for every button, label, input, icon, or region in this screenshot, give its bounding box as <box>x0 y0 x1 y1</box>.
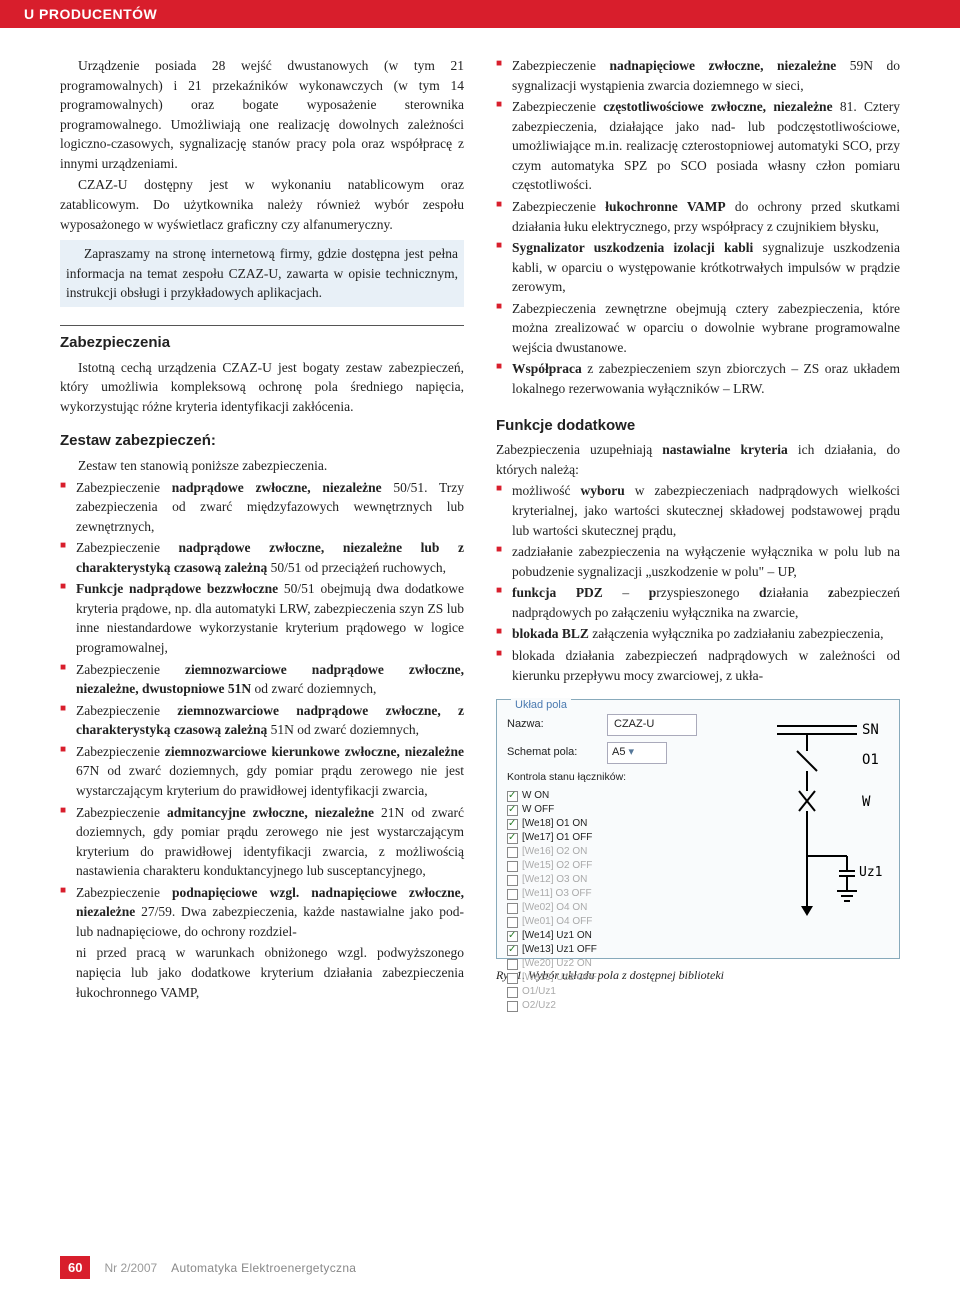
paragraph: Urządzenie posiada 28 wejść dwustanowych… <box>60 56 464 173</box>
single-line-diagram: SN O1 W Uz1 <box>737 716 887 916</box>
heading-funkcje: Funkcje dodatkowe <box>496 415 900 437</box>
checkbox-label: [We18] O1 ON <box>522 817 587 831</box>
list-item: blokada działania zabezpieczeń nadprądow… <box>496 646 900 685</box>
paragraph: Zestaw ten stanowią poniższe zabezpiecze… <box>60 456 464 476</box>
checkbox-icon <box>507 987 518 998</box>
checkbox-row[interactable]: O2/Uz2 <box>507 999 889 1013</box>
list-item: blokada BLZ załączenia wyłącznika po zad… <box>496 624 900 644</box>
checkbox-icon <box>507 1001 518 1012</box>
checkbox-label: [We12] O3 ON <box>522 873 587 887</box>
protection-list-2: Zabezpieczenie nadnapięciowe zwłoczne, n… <box>496 56 900 399</box>
page-number: 60 <box>60 1256 90 1279</box>
figure-panel: Układ pola Nazwa: CZAZ-U Schemat pola: A… <box>496 699 900 959</box>
checkbox-icon <box>507 791 518 802</box>
figure-1: Układ pola Nazwa: CZAZ-U Schemat pola: A… <box>496 699 900 984</box>
journal-title: Automatyka Elektroenergetyczna <box>171 1261 356 1275</box>
checkbox-row[interactable]: [We19] Uz2 OFF <box>507 971 889 985</box>
list-item: Zabezpieczenie admitancyjne zwłoczne, ni… <box>60 803 464 881</box>
checkbox-icon <box>507 819 518 830</box>
list-item: Zabezpieczenie ziemnozwarciowe nadprądow… <box>60 660 464 699</box>
list-item: funkcja PDZ – przyspieszonego działania … <box>496 583 900 622</box>
checkbox-label: [We17] O1 OFF <box>522 831 592 845</box>
svg-text:O1: O1 <box>862 752 879 768</box>
checkbox-row[interactable]: [We20] Uz2 ON <box>507 957 889 971</box>
checkbox-row[interactable]: [We01] O4 OFF <box>507 915 889 929</box>
checkbox-icon <box>507 931 518 942</box>
field-label: Schemat pola: <box>507 745 597 761</box>
list-item: Zabezpieczenie ziemnozwarciowe kierunkow… <box>60 742 464 801</box>
list-item: Zabezpieczenie nadprądowe zwłoczne, niez… <box>60 478 464 537</box>
checkbox-label: [We11] O3 OFF <box>522 887 592 901</box>
checkbox-icon <box>507 833 518 844</box>
checkbox-label: [We02] O4 ON <box>522 901 587 915</box>
checkbox-icon <box>507 861 518 872</box>
list-item: Zabezpieczenie podnapięciowe wzgl. nadna… <box>60 883 464 942</box>
list-item: Zabezpieczenie nadprądowe zwłoczne, niez… <box>60 538 464 577</box>
body-columns: Urządzenie posiada 28 wejść dwustanowych… <box>0 28 960 1033</box>
paragraph: CZAZ-U dostępny jest w wykonaniu natabli… <box>60 175 464 234</box>
list-item: Sygnalizator uszkodzenia izolacji kabli … <box>496 238 900 297</box>
checkbox-icon <box>507 889 518 900</box>
checkbox-icon <box>507 959 518 970</box>
list-item: Funkcje nadprądowe bezzwłoczne 50/51 obe… <box>60 579 464 657</box>
checkbox-icon <box>507 903 518 914</box>
checkbox-label: [We14] Uz1 ON <box>522 929 592 943</box>
heading-zabezpieczenia: Zabezpieczenia <box>60 325 464 354</box>
list-item: Zabezpieczenia zewnętrzne obejmują czter… <box>496 299 900 358</box>
checkbox-label: [We01] O4 OFF <box>522 915 592 929</box>
additional-functions-list: możliwość wyboru w zabezpieczeniach nadp… <box>496 481 900 685</box>
svg-text:SN: SN <box>862 722 879 738</box>
checkbox-label: O1/Uz1 <box>522 985 556 999</box>
checkbox-label: W OFF <box>522 803 554 817</box>
paragraph: Istotną cechą urządzenia CZAZ-U jest bog… <box>60 358 464 417</box>
checkbox-label: [We15] O2 OFF <box>522 859 592 873</box>
svg-text:Uz1: Uz1 <box>859 865 882 880</box>
chevron-down-icon: ▾ <box>629 746 635 758</box>
checkbox-row[interactable]: [We13] Uz1 OFF <box>507 943 889 957</box>
checkbox-label: W ON <box>522 789 549 803</box>
continuation-text: ni przed pracą w warunkach obniżonego wz… <box>60 943 464 1002</box>
checkbox-icon <box>507 945 518 956</box>
checkbox-row[interactable]: [We14] Uz1 ON <box>507 929 889 943</box>
list-item: Zabezpieczenie łukochronne VAMP do ochro… <box>496 197 900 236</box>
section-header: U PRODUCENTÓW <box>0 0 960 28</box>
name-input[interactable]: CZAZ-U <box>607 714 697 736</box>
page: U PRODUCENTÓW Urządzenie posiada 28 wejś… <box>0 0 960 1293</box>
checkbox-label: [We19] Uz2 OFF <box>522 971 597 985</box>
checkbox-label: [We16] O2 ON <box>522 845 587 859</box>
highlight-box: Zapraszamy na stronę internetową firmy, … <box>60 240 464 307</box>
checkbox-icon <box>507 847 518 858</box>
heading-zestaw: Zestaw zabezpieczeń: <box>60 430 464 452</box>
page-footer: 60 Nr 2/2007 Automatyka Elektroenergetyc… <box>0 1256 960 1279</box>
issue-number: Nr 2/2007 <box>104 1261 157 1275</box>
list-item: Współpraca z zabezpieczeniem szyn zbiorc… <box>496 359 900 398</box>
checkbox-icon <box>507 805 518 816</box>
protection-list: Zabezpieczenie nadprądowe zwłoczne, niez… <box>60 478 464 942</box>
list-item: Zabezpieczenie nadnapięciowe zwłoczne, n… <box>496 56 900 95</box>
checkbox-icon <box>507 875 518 886</box>
checkbox-icon <box>507 973 518 984</box>
checkbox-label: O2/Uz2 <box>522 999 556 1013</box>
checkbox-icon <box>507 917 518 928</box>
checkbox-row[interactable]: O1/Uz1 <box>507 985 889 999</box>
list-item: możliwość wyboru w zabezpieczeniach nadp… <box>496 481 900 540</box>
svg-text:W: W <box>862 794 871 810</box>
paragraph: Zabezpieczenia uzupełniają nastawialne k… <box>496 440 900 479</box>
list-item: Zabezpieczenie ziemnozwarciowe nadprądow… <box>60 701 464 740</box>
schema-select[interactable]: A5 ▾ <box>607 742 667 764</box>
field-label: Nazwa: <box>507 717 597 733</box>
checkbox-label: [We20] Uz2 ON <box>522 957 592 971</box>
list-item: Zabezpieczenie częstotliwościowe zwłoczn… <box>496 97 900 195</box>
list-item: zadziałanie zabezpieczenia na wyłączenie… <box>496 542 900 581</box>
checkbox-label: [We13] Uz1 OFF <box>522 943 597 957</box>
groupbox-label: Układ pola <box>511 698 571 714</box>
